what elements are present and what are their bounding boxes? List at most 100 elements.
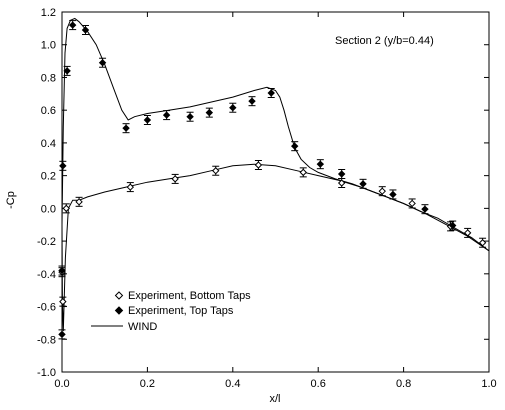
top-taps-point <box>68 20 77 31</box>
open-diamond-marker <box>378 187 386 195</box>
filled-diamond-marker <box>81 26 90 34</box>
bottom-taps-point <box>299 167 307 178</box>
top-taps-point <box>359 178 367 189</box>
filled-diamond-marker <box>267 89 275 97</box>
x-tick-label: 0.2 <box>140 378 155 390</box>
open-diamond-marker <box>408 199 416 208</box>
legend: Experiment, Bottom Taps Experiment, Top … <box>91 290 251 333</box>
top-taps-point <box>316 159 325 170</box>
top-taps-point <box>98 57 107 68</box>
filled-diamond-marker <box>58 266 66 275</box>
filled-diamond-marker <box>58 330 66 339</box>
open-diamond-marker <box>254 161 263 169</box>
plot-frame <box>61 11 490 373</box>
open-diamond-marker <box>337 179 346 187</box>
filled-diamond-marker <box>143 116 152 124</box>
bottom-taps-point <box>378 186 386 197</box>
filled-diamond-marker <box>186 113 194 121</box>
filled-diamond-marker <box>122 124 130 132</box>
x-tick-label: 0.6 <box>311 378 326 390</box>
top-taps-point <box>162 110 171 121</box>
filled-diamond-marker <box>389 190 397 199</box>
top-taps-point <box>81 25 90 35</box>
bottom-taps-point <box>62 203 70 214</box>
y-tick-label: -0.8 <box>37 334 56 346</box>
wind-curve-group <box>61 17 490 332</box>
x-tick-label: 1.0 <box>481 378 496 390</box>
bottom-taps-point <box>408 198 416 209</box>
y-tick-label: 1.2 <box>41 7 56 19</box>
top-taps-point <box>59 160 67 171</box>
y-tick-label: 0.0 <box>41 203 56 215</box>
x-axis-label: x/l <box>270 393 281 405</box>
bottom-taps-point <box>478 237 487 248</box>
y-tick-label: 0.8 <box>41 72 56 84</box>
filled-diamond-marker <box>316 160 325 168</box>
legend-label-bottom-taps: Experiment, Bottom Taps <box>128 290 251 302</box>
bottom-taps-point <box>75 196 83 207</box>
open-diamond-marker <box>478 239 487 247</box>
y-axis-label: -Cp <box>5 191 17 209</box>
open-diamond-marker <box>299 168 307 177</box>
bottom-taps-point <box>126 182 135 193</box>
open-diamond-marker <box>212 167 220 175</box>
open-diamond-marker <box>126 183 135 191</box>
legend-entry-wind: WIND <box>91 321 157 333</box>
bottom-taps-point <box>171 173 179 184</box>
filled-diamond-marker <box>248 97 256 105</box>
top-taps-point <box>186 111 194 122</box>
filled-diamond-marker <box>98 59 107 67</box>
bottom-taps-point <box>59 296 67 307</box>
top-taps-point <box>248 96 256 107</box>
open-diamond-marker <box>62 204 70 213</box>
y-tick-label: -0.6 <box>37 302 56 314</box>
legend-label-top-taps: Experiment, Top Taps <box>128 305 234 317</box>
top-taps-point <box>291 141 299 152</box>
legend-filled-diamond-icon <box>114 306 124 315</box>
y-tick-label: -0.4 <box>37 269 56 281</box>
y-tick-label: -1.0 <box>37 367 56 379</box>
top-taps-point <box>448 220 457 231</box>
y-tick-label: 1.0 <box>41 40 56 52</box>
legend-label-wind: WIND <box>128 321 157 333</box>
top-taps-point <box>143 115 152 125</box>
legend-entry-bottom-taps: Experiment, Bottom Taps <box>114 290 251 302</box>
x-tick-label: 0.4 <box>225 378 240 390</box>
section-annotation: Section 2 (y/b=0.44) <box>335 35 434 47</box>
wind-curve-upper <box>61 17 490 252</box>
filled-diamond-marker <box>205 108 214 117</box>
legend-entry-top-taps: Experiment, Top Taps <box>114 305 234 317</box>
top-taps-point <box>337 169 346 179</box>
filled-diamond-marker <box>421 205 429 213</box>
legend-open-diamond-icon <box>114 291 124 300</box>
experiment-markers <box>58 20 487 340</box>
top-taps-point <box>58 265 66 276</box>
filled-diamond-marker <box>229 104 237 112</box>
y-tick-label: 0.6 <box>41 105 56 117</box>
top-taps-point <box>122 123 130 134</box>
y-tick-label: -0.2 <box>37 236 56 248</box>
top-taps-point <box>421 204 429 215</box>
bottom-taps-point <box>254 160 263 170</box>
filled-diamond-marker <box>359 180 367 188</box>
open-diamond-marker <box>171 175 179 183</box>
x-tick-label: 0.0 <box>54 378 69 390</box>
filled-diamond-marker <box>337 170 346 178</box>
top-taps-point <box>389 189 397 200</box>
axis-tick-labels: 0.0 0.2 0.4 0.6 0.8 1.0 -1.0 -0.8 -0.6 -0.4 -0.2 0.… <box>37 7 497 390</box>
top-taps-point <box>63 65 71 76</box>
filled-diamond-marker <box>291 142 299 150</box>
filled-diamond-marker <box>162 111 171 119</box>
open-diamond-marker <box>75 198 83 206</box>
wind-curve-lower <box>61 163 490 332</box>
top-taps-point <box>58 329 66 340</box>
top-taps-point <box>267 88 275 98</box>
y-tick-label: 0.4 <box>41 138 56 150</box>
bottom-taps-point <box>463 227 472 238</box>
x-tick-label: 0.8 <box>396 378 411 390</box>
open-diamond-marker <box>463 229 472 237</box>
top-taps-point <box>205 107 214 118</box>
y-tick-label: 0.2 <box>41 171 56 183</box>
open-diamond-marker <box>59 297 67 306</box>
